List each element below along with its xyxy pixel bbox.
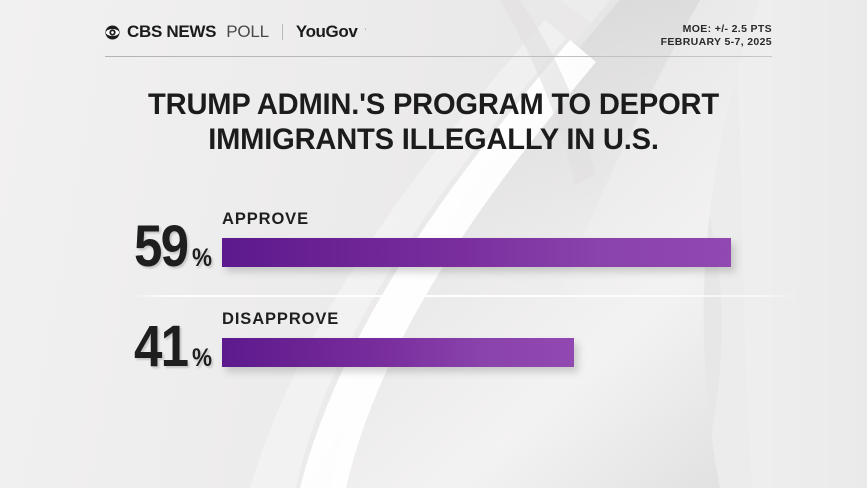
result-row-approve: 59 % APPROVE: [0, 196, 867, 296]
disapprove-label: DISAPPROVE: [222, 310, 340, 328]
margin-of-error: MOE: +/- 2.5 PTS: [682, 23, 772, 35]
brand-lockup: CBS NEWS POLL YouGov ˙: [105, 22, 367, 42]
brand-cbs-news: CBS NEWS: [127, 22, 217, 41]
title-line-1: TRUMP ADMIN.'S PROGRAM TO DEPORT: [148, 88, 719, 122]
result-row-disapprove: 41 % DISAPPROVE: [0, 296, 867, 396]
brand-separator: [281, 24, 283, 40]
poll-metadata: MOE: +/- 2.5 PTS FEBRUARY 5-7, 2025: [661, 23, 772, 50]
brand-yougov: YouGov: [295, 22, 358, 41]
header-divider: [105, 56, 772, 57]
results-list: 59 % APPROVE 41 % DISAPPROVE: [0, 196, 867, 396]
disapprove-bar-track: [222, 338, 574, 367]
title-line-2: IMMIGRANTS ILLEGALLY IN U.S.: [208, 122, 659, 156]
page-title: TRUMP ADMIN.'S PROGRAM TO DEPORT IMMIGRA…: [13, 88, 854, 158]
approve-percentage: 59 %: [134, 210, 222, 280]
cbs-eye-icon: [105, 24, 120, 40]
row-divider: [137, 295, 797, 297]
trademark-mark: ˙: [364, 28, 367, 36]
approve-bar-track: [222, 238, 731, 267]
disapprove-bar: [222, 338, 574, 367]
brand-poll: POLL: [226, 22, 269, 41]
field-dates: FEBRUARY 5-7, 2025: [660, 36, 772, 49]
approve-label: APPROVE: [222, 210, 309, 228]
approve-value: 59: [134, 214, 189, 280]
disapprove-percentage: 41 %: [134, 310, 222, 380]
disapprove-percent-sign: %: [191, 344, 212, 372]
approve-bar: [222, 238, 731, 267]
disapprove-value: 41: [134, 314, 189, 380]
header: CBS NEWS POLL YouGov ˙ MOE: +/- 2.5 PTS …: [0, 22, 867, 56]
approve-percent-sign: %: [191, 244, 212, 272]
